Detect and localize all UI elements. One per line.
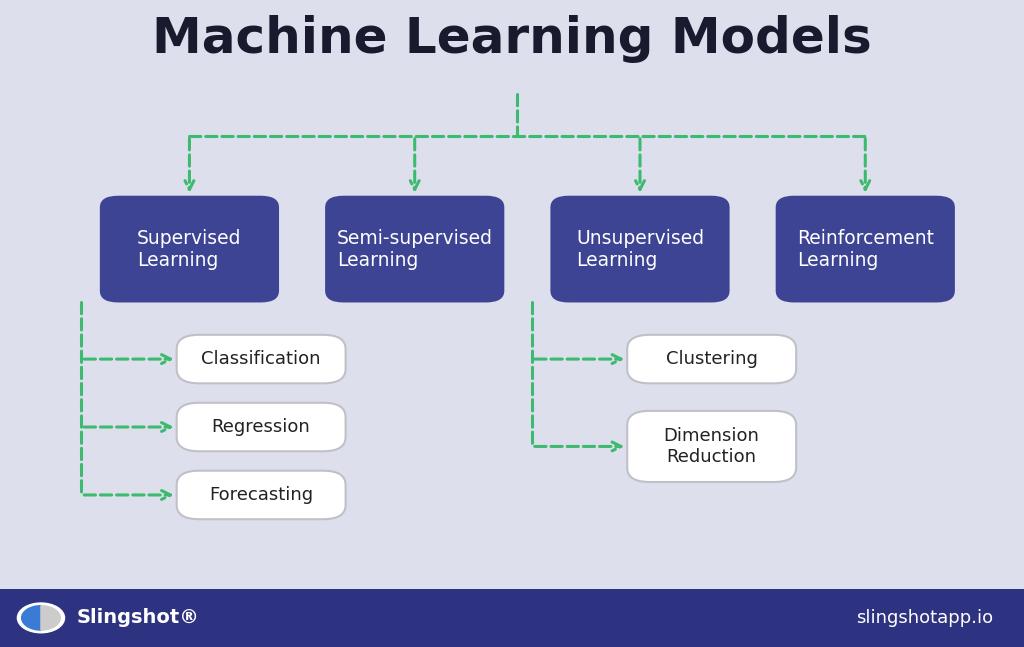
FancyBboxPatch shape (176, 471, 346, 519)
Wedge shape (22, 606, 41, 630)
FancyBboxPatch shape (326, 195, 504, 303)
FancyBboxPatch shape (100, 195, 279, 303)
FancyBboxPatch shape (627, 335, 797, 383)
Text: Clustering: Clustering (666, 350, 758, 368)
Text: Slingshot®: Slingshot® (77, 608, 200, 628)
Wedge shape (41, 606, 60, 630)
Text: Forecasting: Forecasting (209, 486, 313, 504)
Text: Machine Learning Models: Machine Learning Models (153, 15, 871, 63)
FancyBboxPatch shape (176, 335, 346, 383)
Text: Reinforcement
Learning: Reinforcement Learning (797, 228, 934, 270)
FancyBboxPatch shape (627, 411, 797, 482)
Text: Unsupervised
Learning: Unsupervised Learning (575, 228, 705, 270)
Text: Classification: Classification (202, 350, 321, 368)
Circle shape (17, 603, 65, 633)
Text: Regression: Regression (212, 418, 310, 436)
FancyBboxPatch shape (551, 195, 729, 303)
Text: slingshotapp.io: slingshotapp.io (856, 609, 993, 627)
Text: Supervised
Learning: Supervised Learning (137, 228, 242, 270)
FancyBboxPatch shape (176, 402, 346, 452)
Text: Semi-supervised
Learning: Semi-supervised Learning (337, 228, 493, 270)
FancyBboxPatch shape (0, 589, 1024, 647)
FancyBboxPatch shape (776, 195, 954, 303)
Text: Dimension
Reduction: Dimension Reduction (664, 427, 760, 466)
